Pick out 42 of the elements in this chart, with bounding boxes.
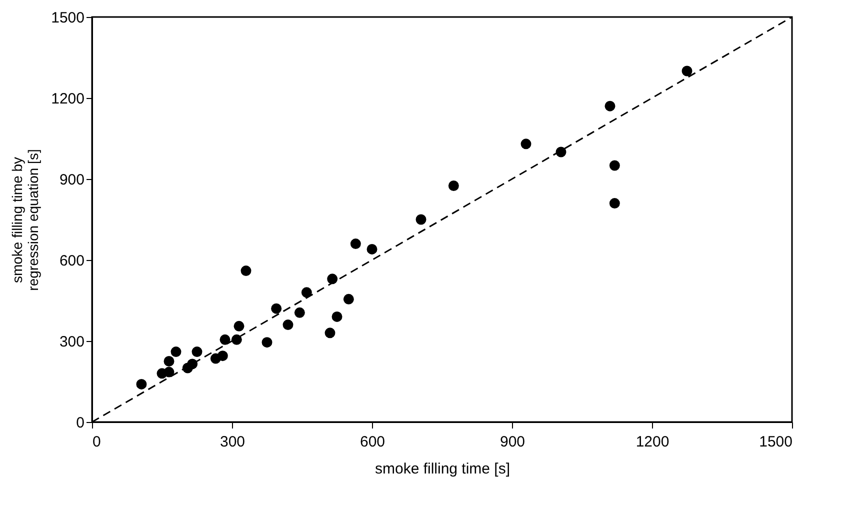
point <box>350 238 361 250</box>
point <box>301 287 312 298</box>
point <box>164 356 174 366</box>
y-tick-label: 900 <box>59 172 84 188</box>
y-axis-title: smoke filling time by regression equation [s] <box>9 149 42 291</box>
point <box>282 320 294 330</box>
y-tick-label: 0 <box>76 414 84 432</box>
point <box>164 366 174 378</box>
point <box>324 328 336 338</box>
point <box>416 214 426 225</box>
point <box>448 180 459 191</box>
point <box>234 320 244 332</box>
point <box>520 138 532 150</box>
point <box>609 160 620 171</box>
x-tick-label: 300 <box>220 434 246 450</box>
point <box>682 66 692 76</box>
point <box>136 378 147 390</box>
point <box>240 266 252 276</box>
point <box>332 311 342 322</box>
point <box>294 307 305 318</box>
point <box>343 294 354 304</box>
point <box>220 334 230 345</box>
point <box>604 100 616 112</box>
y-tick-label: 300 <box>59 334 84 350</box>
x-tick-label: 1200 <box>636 434 670 450</box>
y-tick-label: 600 <box>59 252 84 270</box>
y-tick-label: 1200 <box>51 90 84 108</box>
point <box>262 337 272 348</box>
x-tick-label: 1500 <box>759 434 792 450</box>
point <box>271 303 282 314</box>
x-axis-title: smoke filling time [s] <box>374 460 510 478</box>
point <box>327 274 338 284</box>
point <box>231 334 242 345</box>
x-tick-label: 900 <box>500 434 526 450</box>
point <box>217 350 228 362</box>
y-tick-label: 1500 <box>51 10 84 26</box>
x-tick-label: 600 <box>360 434 386 450</box>
point <box>170 346 182 358</box>
point <box>366 244 378 254</box>
point <box>192 346 202 358</box>
x-tick-label: 0 <box>92 434 101 450</box>
point <box>609 198 620 209</box>
